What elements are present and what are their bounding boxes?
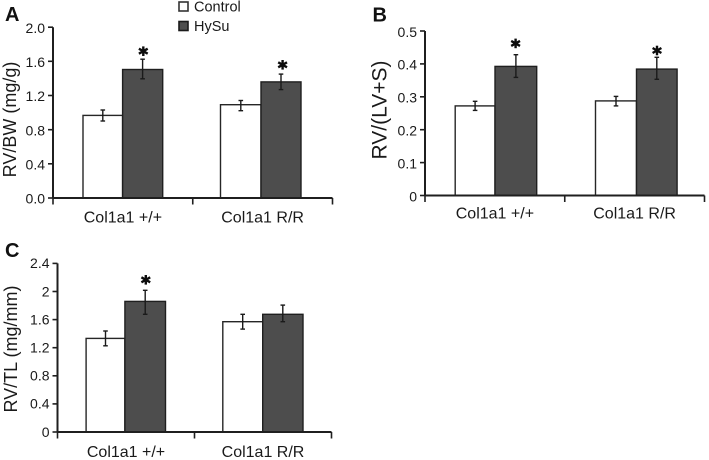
svg-text:RV/(LV+S): RV/(LV+S)	[369, 60, 392, 159]
svg-text:1.2: 1.2	[26, 88, 46, 104]
svg-text:Col1a1 +/+: Col1a1 +/+	[84, 210, 162, 227]
svg-text:2.4: 2.4	[30, 255, 50, 271]
svg-text:RV/TL (mg/mm): RV/TL (mg/mm)	[1, 285, 21, 412]
svg-text:2: 2	[42, 283, 50, 299]
svg-text:Col1a1 R/R: Col1a1 R/R	[222, 444, 305, 460]
svg-text:0: 0	[42, 424, 50, 440]
svg-text:2.0: 2.0	[26, 20, 46, 36]
svg-text:Col1a1 +/+: Col1a1 +/+	[456, 206, 534, 223]
svg-text:RV/BW (mg/g): RV/BW (mg/g)	[0, 62, 20, 178]
svg-text:0.4: 0.4	[26, 156, 46, 172]
svg-text:1.6: 1.6	[26, 54, 46, 70]
svg-text:B: B	[373, 4, 387, 26]
svg-text:Control: Control	[194, 0, 241, 15]
svg-text:Col1a1 R/R: Col1a1 R/R	[221, 210, 304, 227]
svg-text:0.4: 0.4	[398, 57, 418, 73]
svg-text:0.5: 0.5	[398, 24, 418, 40]
svg-text:0.1: 0.1	[398, 155, 418, 171]
svg-text:0: 0	[409, 188, 417, 204]
svg-text:1.6: 1.6	[30, 311, 50, 327]
svg-text:Col1a1 +/+: Col1a1 +/+	[87, 444, 165, 460]
svg-text:1.2: 1.2	[30, 340, 50, 356]
svg-text:0.2: 0.2	[398, 123, 418, 139]
svg-text:Col1a1 R/R: Col1a1 R/R	[593, 206, 676, 223]
svg-text:0.4: 0.4	[30, 396, 50, 412]
svg-text:0.0: 0.0	[26, 191, 46, 207]
svg-text:A: A	[5, 4, 19, 26]
svg-text:C: C	[5, 240, 19, 262]
svg-text:0.8: 0.8	[30, 368, 50, 384]
svg-text:0.8: 0.8	[26, 122, 46, 138]
svg-text:0.3: 0.3	[398, 90, 418, 106]
svg-text:HySu: HySu	[194, 19, 229, 35]
